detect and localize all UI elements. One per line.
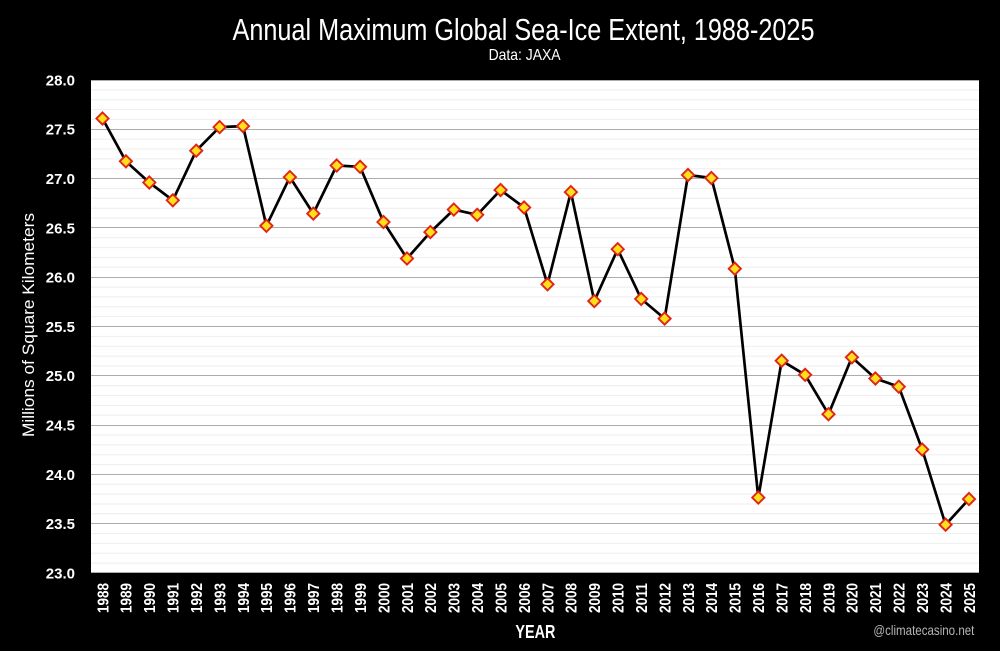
svg-text:1991: 1991 <box>166 583 183 613</box>
svg-text:2014: 2014 <box>704 583 721 613</box>
svg-text:1994: 1994 <box>236 583 253 613</box>
svg-text:2001: 2001 <box>400 583 417 613</box>
svg-text:1998: 1998 <box>330 583 347 613</box>
svg-text:2009: 2009 <box>587 583 604 613</box>
svg-text:2004: 2004 <box>470 583 487 613</box>
svg-text:2000: 2000 <box>376 583 393 613</box>
svg-text:2003: 2003 <box>447 583 464 613</box>
svg-text:1997: 1997 <box>306 583 323 613</box>
svg-text:2018: 2018 <box>798 583 815 613</box>
svg-text:2007: 2007 <box>540 583 557 613</box>
svg-text:1996: 1996 <box>283 583 300 613</box>
svg-text:1993: 1993 <box>212 583 229 613</box>
svg-text:2006: 2006 <box>517 583 534 613</box>
svg-text:23.5: 23.5 <box>46 516 75 533</box>
svg-text:24.0: 24.0 <box>46 467 75 484</box>
svg-text:2016: 2016 <box>751 583 768 613</box>
svg-text:2019: 2019 <box>821 583 838 613</box>
svg-text:1988: 1988 <box>95 583 112 613</box>
svg-text:2012: 2012 <box>657 583 674 613</box>
svg-text:2005: 2005 <box>493 583 510 613</box>
svg-text:26.5: 26.5 <box>46 220 75 237</box>
svg-text:1989: 1989 <box>119 583 136 613</box>
svg-text:@climatecasino.net: @climatecasino.net <box>873 622 974 638</box>
svg-text:1992: 1992 <box>189 583 206 613</box>
svg-text:2023: 2023 <box>915 583 932 613</box>
svg-text:1990: 1990 <box>142 583 159 613</box>
svg-text:2020: 2020 <box>845 583 862 613</box>
svg-text:2017: 2017 <box>775 583 792 613</box>
svg-text:Data: JAXA: Data: JAXA <box>489 47 561 64</box>
svg-text:1999: 1999 <box>353 583 370 613</box>
svg-text:28.0: 28.0 <box>46 72 75 89</box>
svg-text:25.5: 25.5 <box>46 319 75 336</box>
svg-text:2025: 2025 <box>962 583 979 613</box>
svg-text:24.5: 24.5 <box>46 418 75 435</box>
svg-text:2010: 2010 <box>611 583 628 613</box>
svg-text:2021: 2021 <box>868 583 885 613</box>
svg-text:2008: 2008 <box>564 583 581 613</box>
svg-text:2002: 2002 <box>423 583 440 613</box>
svg-text:YEAR: YEAR <box>515 622 555 642</box>
svg-text:1995: 1995 <box>259 583 276 613</box>
svg-text:2015: 2015 <box>728 583 745 613</box>
svg-text:23.0: 23.0 <box>46 565 75 582</box>
svg-text:27.0: 27.0 <box>46 171 75 188</box>
svg-text:2013: 2013 <box>681 583 698 613</box>
svg-text:2011: 2011 <box>634 583 651 613</box>
svg-text:25.0: 25.0 <box>46 368 75 385</box>
svg-text:26.0: 26.0 <box>46 270 75 287</box>
svg-text:Annual Maximum Global Sea-Ice: Annual Maximum Global Sea-Ice Extent, 19… <box>233 12 815 47</box>
svg-text:2024: 2024 <box>938 583 955 613</box>
svg-text:2022: 2022 <box>892 583 909 613</box>
svg-text:Millions of Square Kilometers: Millions of Square Kilometers <box>19 213 38 437</box>
svg-text:27.5: 27.5 <box>46 122 75 139</box>
